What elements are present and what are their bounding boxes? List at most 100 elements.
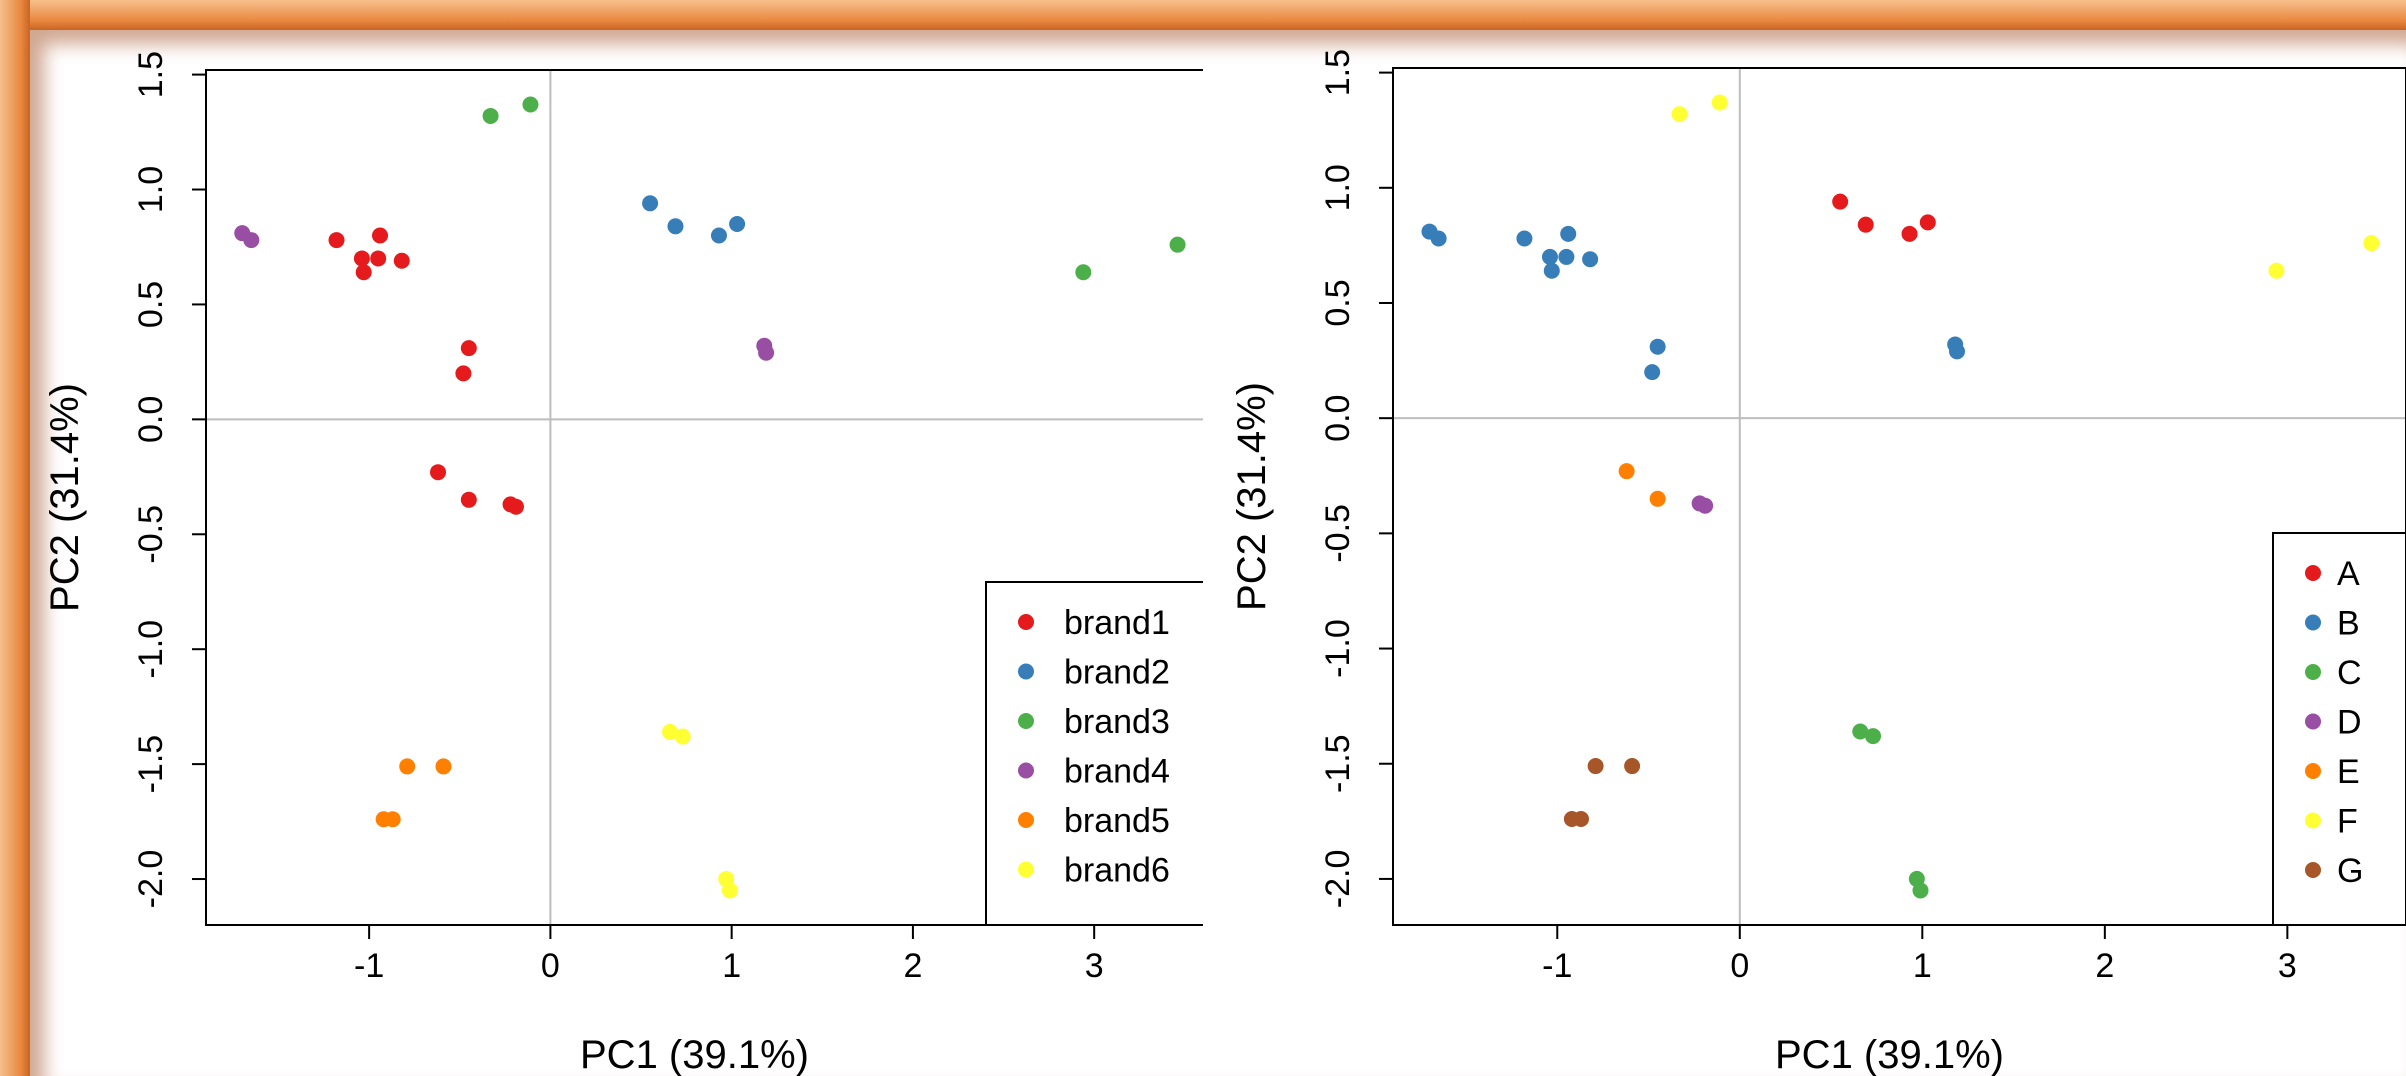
legend-marker-E [2305,763,2321,779]
y-tick-label: 0.5 [132,281,170,328]
legend-marker-F [2305,812,2321,829]
legend-label-brand3: brand3 [1064,703,1170,741]
data-point-brand6 [721,882,738,899]
legend-marker-D [2305,713,2321,730]
data-point-B [1430,230,1447,247]
legend-marker-brand4 [1018,762,1034,779]
data-point-brand5 [384,811,401,828]
y-tick-label: -1.0 [132,620,170,679]
x-tick-label: 0 [541,947,560,985]
legend-marker-brand2 [1018,663,1034,680]
y-tick-label: -2.0 [1319,850,1357,909]
data-point-brand1 [355,264,372,281]
pca-plot-groups: -1 0 1 2 3 -2.0 -1.5 -1.0 -0.5 0.0 0.5 1.0 1.5 PC1 (3… [1230,49,2406,1076]
legend-marker-A [2305,565,2321,581]
data-point-B [1516,230,1533,247]
y-tick-label: -1.5 [132,735,170,794]
data-point-D [1697,497,1714,514]
y-tick-label: -2.0 [132,850,170,909]
data-point-brand1 [507,498,524,515]
x-tick-label: 1 [722,947,741,985]
legend-label-E: E [2337,753,2360,791]
data-point-B [1948,343,1965,360]
y-tick-label: 0.0 [1319,395,1357,442]
data-point-brand5 [435,758,452,775]
data-point-brand6 [662,723,679,740]
data-point-B [1649,338,1666,355]
frame-top-border [0,0,2406,30]
data-point-G [1587,758,1604,775]
legend-marker-G [2305,862,2321,878]
data-point-brand4 [243,232,260,249]
legend-label-C: C [2337,654,2362,692]
x-axis-title: PC1 (39.1%) [580,1033,809,1076]
data-point-B [1644,364,1661,381]
data-point-brand1 [430,464,447,481]
x-tick-label: 3 [1085,947,1104,985]
data-point-C [1865,728,1882,745]
data-point-E [1649,490,1666,507]
y-axis-title: PC2 (31.4%) [43,383,87,612]
frame-left-border [0,0,30,1076]
data-point-brand2 [710,227,727,244]
legend-label-brand4: brand4 [1064,753,1170,791]
x-tick-label: 2 [2095,947,2114,985]
data-point-brand1 [393,252,410,269]
x-tick-label: -1 [1542,947,1572,985]
data-point-C [1852,723,1869,740]
legend-box [2272,532,2406,926]
data-point-brand1 [370,250,387,267]
x-tick-label: 2 [903,947,922,985]
data-point-brand3 [1075,264,1092,281]
legend-label-D: D [2337,704,2362,742]
legend-label-brand2: brand2 [1064,654,1170,692]
data-point-brand4 [758,344,775,361]
legend-marker-brand1 [1018,614,1034,630]
data-point-brand1 [353,250,370,267]
x-tick-label: 3 [2278,947,2297,985]
data-point-B [1541,248,1558,265]
data-point-brand2 [729,215,746,232]
x-tick-label: -1 [354,947,384,985]
data-point-brand3 [522,96,539,113]
y-tick-label: 1.5 [1319,49,1357,96]
y-tick-label: 1.0 [132,166,170,213]
pca-plot-brands: -1 0 1 2 3 -2.0 -1.5 -1.0 -0.5 0.0 0.5 1.0 1.5 PC1 (3… [43,51,1203,1076]
data-point-A [1857,216,1874,233]
legend-marker-B [2305,614,2321,631]
y-tick-label: -1.5 [1319,734,1357,793]
data-point-B [1582,251,1599,268]
legend-label-A: A [2337,555,2360,593]
legend-label-brand6: brand6 [1064,852,1170,890]
data-point-brand1 [460,491,477,508]
y-tick-label: 1.5 [132,51,170,98]
data-point-brand1 [372,227,389,244]
data-point-C [1912,882,1929,899]
legend-marker-C [2305,664,2321,680]
data-point-B [1558,248,1575,265]
legend-marker-brand3 [1018,713,1034,729]
data-point-G [1572,811,1589,828]
x-tick-label: 1 [1913,947,1932,985]
data-point-brand1 [455,365,472,382]
data-point-A [1901,225,1918,242]
y-tick-label: 0.5 [1319,279,1357,326]
data-point-brand6 [674,728,691,745]
x-axis-title: PC1 (39.1%) [1775,1033,2004,1076]
data-point-A [1919,214,1936,231]
y-tick-label: -0.5 [132,505,170,564]
data-point-G [1624,758,1641,775]
data-point-A [1832,193,1849,210]
data-point-F [2268,262,2285,279]
plot-frame [1392,67,2406,926]
legend-label-G: G [2337,852,2363,890]
legend-marker-brand5 [1018,812,1034,828]
data-point-B [1543,262,1560,279]
y-axis-title: PC2 (31.4%) [1230,382,1274,611]
x-tick-label: 0 [1730,947,1749,985]
data-point-brand1 [460,340,477,357]
data-point-F [1671,106,1688,123]
y-tick-label: -0.5 [1319,504,1357,563]
data-point-brand1 [328,232,345,249]
data-point-brand2 [667,218,684,235]
